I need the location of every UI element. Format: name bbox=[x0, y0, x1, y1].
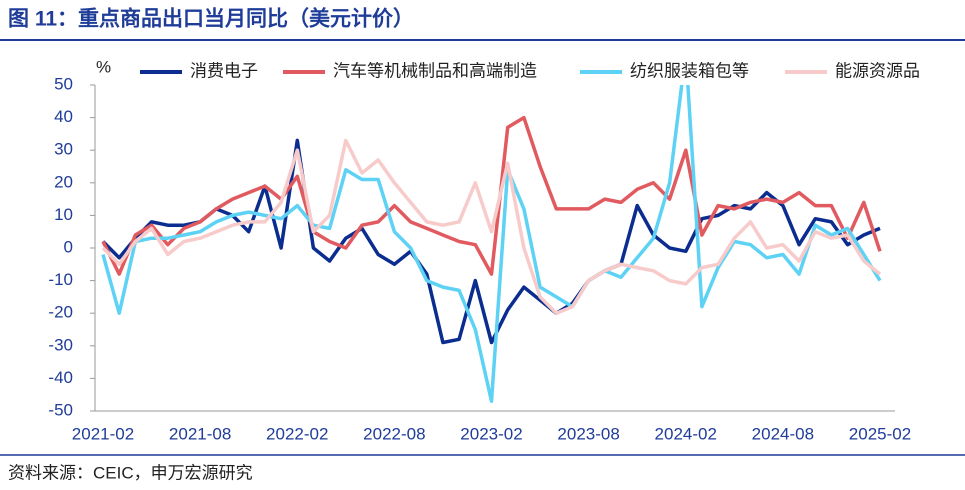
x-tick-label: 2021-08 bbox=[169, 424, 231, 443]
series-line bbox=[101, 115, 882, 276]
x-tick-label: 2021-02 bbox=[72, 424, 134, 443]
y-tick-label: -20 bbox=[48, 303, 73, 322]
y-axis-label: % bbox=[96, 57, 111, 76]
chart-title: 图 11：重点商品出口当月同比（美元计价） bbox=[8, 7, 414, 31]
y-tick-label: -40 bbox=[48, 368, 73, 387]
x-tick-label: 2024-08 bbox=[752, 424, 814, 443]
series-line bbox=[101, 138, 882, 315]
x-tick-label: 2023-02 bbox=[460, 424, 522, 443]
legend-label: 能源资源品 bbox=[835, 61, 920, 80]
x-tick-label: 2022-02 bbox=[266, 424, 328, 443]
series-line bbox=[101, 85, 882, 403]
legend-label: 纺织服装箱包等 bbox=[630, 61, 749, 80]
legend-label: 消费电子 bbox=[190, 61, 258, 80]
plot-area bbox=[101, 85, 882, 403]
y-tick-label: 10 bbox=[54, 205, 73, 224]
y-tick-label: -50 bbox=[48, 400, 73, 419]
y-tick-label: 20 bbox=[54, 172, 73, 191]
x-tick-label: 2024-02 bbox=[655, 424, 717, 443]
x-tick-label: 2025-02 bbox=[849, 424, 911, 443]
y-tick-label: 40 bbox=[54, 107, 73, 126]
y-tick-label: -10 bbox=[48, 270, 73, 289]
y-tick-label: 0 bbox=[64, 237, 73, 256]
y-tick-label: -30 bbox=[48, 335, 73, 354]
y-tick-label: 30 bbox=[54, 140, 73, 159]
source-note: 资料来源：CEIC，申万宏源研究 bbox=[8, 463, 253, 482]
y-tick-label: 50 bbox=[54, 74, 73, 93]
legend-label: 汽车等机械制品和高端制造 bbox=[333, 61, 537, 80]
x-tick-label: 2022-08 bbox=[363, 424, 425, 443]
x-tick-label: 2023-08 bbox=[557, 424, 619, 443]
